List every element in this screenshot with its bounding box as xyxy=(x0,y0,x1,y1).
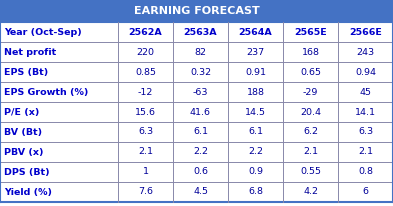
Text: 4.2: 4.2 xyxy=(303,187,318,197)
Text: 2.2: 2.2 xyxy=(193,147,208,157)
Text: 2563A: 2563A xyxy=(184,27,217,36)
Text: Year (Oct-Sep): Year (Oct-Sep) xyxy=(4,27,82,36)
Text: 6.3: 6.3 xyxy=(138,128,153,137)
Text: 0.91: 0.91 xyxy=(245,68,266,76)
Bar xyxy=(0,182,393,202)
Text: 2.1: 2.1 xyxy=(303,147,318,157)
Text: 0.32: 0.32 xyxy=(190,68,211,76)
Text: 188: 188 xyxy=(246,88,264,96)
Text: 20.4: 20.4 xyxy=(300,108,321,117)
Text: 2.1: 2.1 xyxy=(138,147,153,157)
Text: 0.55: 0.55 xyxy=(300,167,321,177)
Text: P/E (x): P/E (x) xyxy=(4,108,39,117)
Text: 6.2: 6.2 xyxy=(303,128,318,137)
Bar xyxy=(0,162,393,182)
Text: 41.6: 41.6 xyxy=(190,108,211,117)
Text: 0.6: 0.6 xyxy=(193,167,208,177)
Bar xyxy=(0,62,393,82)
Text: 2565E: 2565E xyxy=(294,27,327,36)
Text: 14.5: 14.5 xyxy=(245,108,266,117)
Text: 6.8: 6.8 xyxy=(248,187,263,197)
Text: 0.94: 0.94 xyxy=(355,68,376,76)
Text: EARNING FORECAST: EARNING FORECAST xyxy=(134,6,259,16)
Bar xyxy=(0,142,393,162)
Text: 6.3: 6.3 xyxy=(358,128,373,137)
Text: -63: -63 xyxy=(193,88,208,96)
Text: BV (Bt): BV (Bt) xyxy=(4,128,42,137)
Text: 45: 45 xyxy=(360,88,371,96)
Text: Yield (%): Yield (%) xyxy=(4,187,52,197)
Bar xyxy=(0,82,393,102)
Text: 6: 6 xyxy=(362,187,369,197)
Text: 0.65: 0.65 xyxy=(300,68,321,76)
Text: 237: 237 xyxy=(246,48,264,56)
Text: PBV (x): PBV (x) xyxy=(4,147,44,157)
Bar xyxy=(0,102,393,122)
Text: 2562A: 2562A xyxy=(129,27,162,36)
Text: 6.1: 6.1 xyxy=(193,128,208,137)
Text: 0.85: 0.85 xyxy=(135,68,156,76)
Text: -29: -29 xyxy=(303,88,318,96)
Bar xyxy=(0,122,393,142)
Text: 82: 82 xyxy=(195,48,206,56)
Text: 4.5: 4.5 xyxy=(193,187,208,197)
Text: 168: 168 xyxy=(301,48,320,56)
Text: EPS Growth (%): EPS Growth (%) xyxy=(4,88,88,96)
Text: 15.6: 15.6 xyxy=(135,108,156,117)
Text: 0.9: 0.9 xyxy=(248,167,263,177)
Text: 0.8: 0.8 xyxy=(358,167,373,177)
Bar xyxy=(0,0,393,22)
Text: 2.1: 2.1 xyxy=(358,147,373,157)
Text: 2.2: 2.2 xyxy=(248,147,263,157)
Text: DPS (Bt): DPS (Bt) xyxy=(4,167,50,177)
Text: Net profit: Net profit xyxy=(4,48,56,56)
Text: 7.6: 7.6 xyxy=(138,187,153,197)
Text: 243: 243 xyxy=(356,48,375,56)
Text: 6.1: 6.1 xyxy=(248,128,263,137)
Bar xyxy=(0,42,393,62)
Text: 14.1: 14.1 xyxy=(355,108,376,117)
Text: 2564A: 2564A xyxy=(239,27,272,36)
Text: -12: -12 xyxy=(138,88,153,96)
Text: 1: 1 xyxy=(143,167,149,177)
Text: 2566E: 2566E xyxy=(349,27,382,36)
Text: 220: 220 xyxy=(136,48,154,56)
Text: EPS (Bt): EPS (Bt) xyxy=(4,68,48,76)
Bar xyxy=(0,22,393,42)
